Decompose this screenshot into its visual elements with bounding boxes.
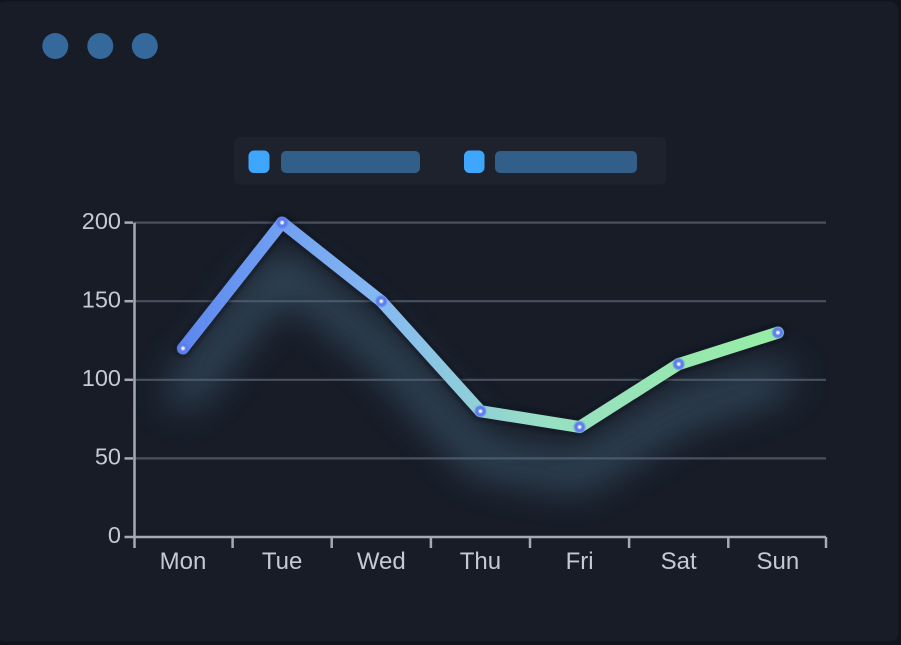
- svg-text:Mon: Mon: [160, 548, 207, 575]
- svg-text:100: 100: [82, 365, 121, 391]
- svg-text:50: 50: [95, 444, 121, 470]
- svg-text:150: 150: [82, 286, 121, 312]
- svg-text:0: 0: [108, 522, 121, 548]
- svg-text:Thu: Thu: [460, 548, 501, 575]
- svg-text:Wed: Wed: [357, 548, 406, 575]
- svg-text:Tue: Tue: [262, 548, 302, 575]
- svg-text:Sat: Sat: [661, 548, 697, 575]
- svg-text:Fri: Fri: [566, 548, 594, 575]
- svg-text:Sun: Sun: [757, 548, 800, 575]
- svg-text:200: 200: [82, 208, 121, 234]
